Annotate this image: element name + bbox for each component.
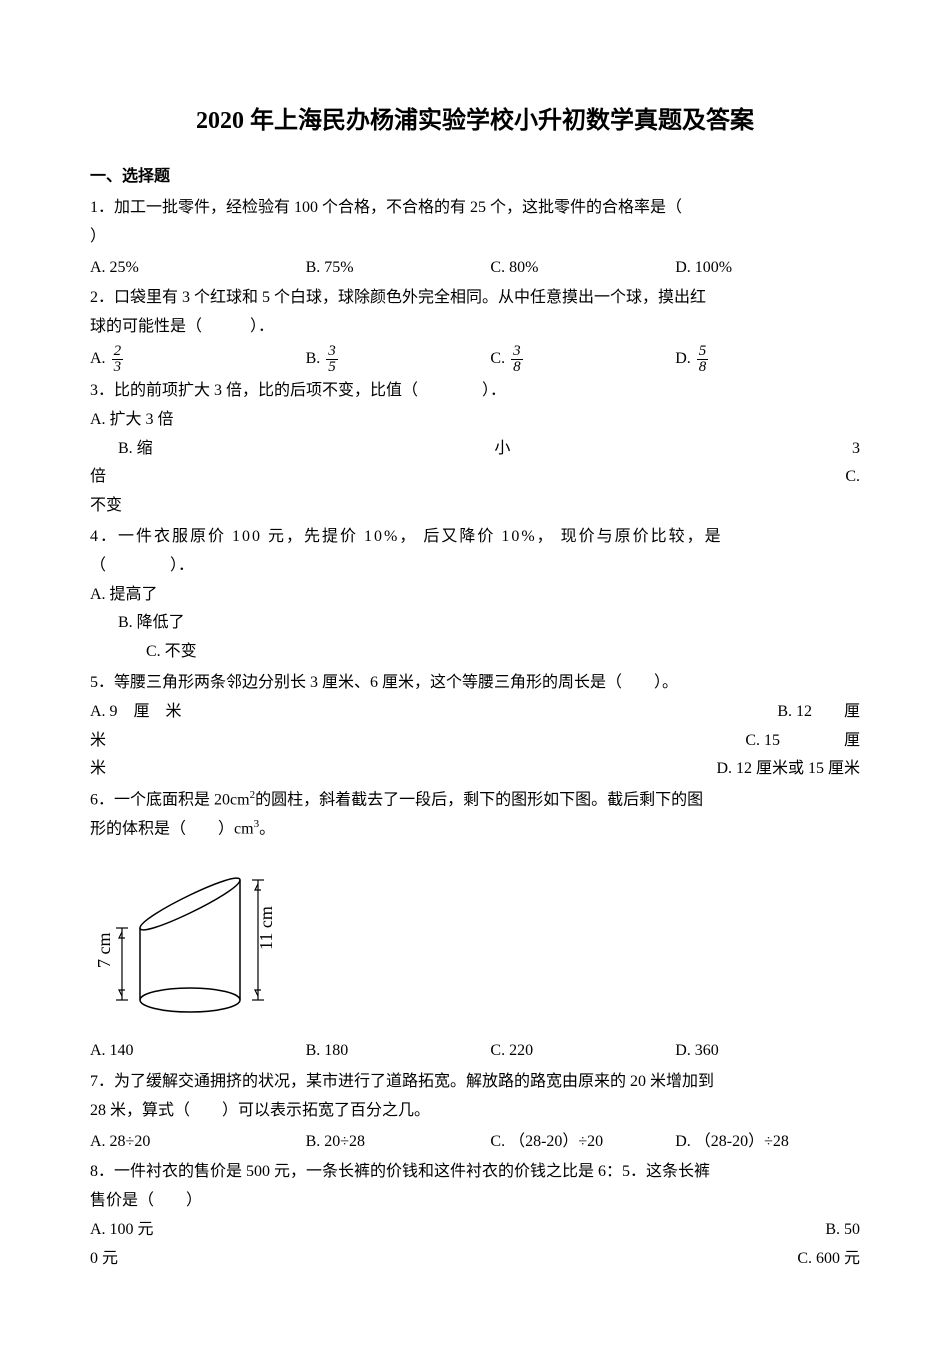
q4-opt-a: A. 提高了 [90, 581, 860, 610]
cylinder-svg: 7 cm 11 cm [90, 850, 290, 1020]
q5-d: D. 12 厘米或 15 厘米 [716, 755, 860, 784]
q3-bei: 倍 [90, 463, 106, 492]
q1-text: 1．加工一批零件，经检验有 100 个合格，不合格的有 25 个，这批零件的合格… [90, 199, 682, 216]
q7-opt-d: D. （28-20）÷28 [675, 1128, 860, 1157]
q8-b: B. 50 [825, 1216, 860, 1245]
q1: 1．加工一批零件，经检验有 100 个合格，不合格的有 25 个，这批零件的合格… [90, 194, 860, 223]
q3-text: 3．比的前项扩大 3 倍，比的后项不变，比值（ ）． [90, 377, 860, 406]
q3-b-left: B. 缩 [118, 435, 153, 464]
q7-opt-a: A. 28÷20 [90, 1128, 306, 1157]
q7-line1: 7．为了缓解交通拥挤的状况，某市进行了道路拓宽。解放路的路宽由原来的 20 米增… [90, 1068, 860, 1097]
q1-opt-d: D. 100% [675, 254, 860, 283]
q8-a: A. 100 元 [90, 1216, 154, 1245]
q2-opt-a: A. 2 3 [90, 344, 306, 375]
q7-opt-c: C. （28-20）÷20 [490, 1128, 675, 1157]
q1-opt-b: B. 75% [306, 254, 491, 283]
q2-opt-c: C. 3 8 [490, 344, 675, 375]
q2-opt-d: D. 5 8 [675, 344, 860, 375]
q6-text2-a: 形的体积是（ ）cm [90, 821, 254, 838]
q4-opt-c: C. 不变 [90, 638, 860, 667]
q1-opt-c: C. 80% [490, 254, 675, 283]
q7-opt-b: B. 20÷28 [306, 1128, 491, 1157]
q2-a-prefix: A. [90, 350, 106, 367]
q5-mi: 米 [90, 727, 106, 756]
q8-line1: 8．一件衬衣的售价是 500 元，一条长裤的价钱和这件衬衣的价钱之比是 6：5．… [90, 1158, 860, 1187]
q5-line-mi-c: 米 C. 15 厘 [90, 727, 860, 756]
q6-opt-d: D. 360 [675, 1037, 860, 1066]
q2-a-den: 3 [112, 360, 124, 375]
q3-opt-c-full: 不变 [90, 492, 860, 521]
q2-line1: 2．口袋里有 3 个红球和 5 个白球，球除颜色外完全相同。从中任意摸出一个球，… [90, 284, 860, 313]
q6-line1: 6．一个底面积是 20cm2的圆柱，斜着截去了一段后，剩下的图形如下图。截后剩下… [90, 786, 860, 815]
q7-line2: 28 米，算式（ ）可以表示拓宽了百分之几。 [90, 1097, 860, 1126]
q7-options: A. 28÷20 B. 20÷28 C. （28-20）÷20 D. （28-2… [90, 1128, 860, 1157]
q2-c-prefix: C. [490, 350, 505, 367]
q2-a-num: 2 [112, 344, 124, 359]
q2-opt-b: B. 3 5 [306, 344, 491, 375]
q3-b-right: 3 [852, 435, 860, 464]
q2-c-den: 8 [511, 360, 523, 375]
q5-b: B. 12 厘 [777, 698, 860, 727]
page-title: 2020 年上海民办杨浦实验学校小升初数学真题及答案 [90, 100, 860, 143]
q6-figure: 7 cm 11 cm [90, 850, 860, 1031]
q5-c: C. 15 厘 [745, 727, 860, 756]
q8-line-ab: A. 100 元 B. 50 [90, 1216, 860, 1245]
q2-options: A. 2 3 B. 3 5 C. 3 8 D. 5 8 [90, 344, 860, 375]
q6-options: A. 140 B. 180 C. 220 D. 360 [90, 1037, 860, 1066]
q2-d-prefix: D. [675, 350, 691, 367]
q8-0: 0 元 [90, 1245, 118, 1274]
q1-options: A. 25% B. 75% C. 80% D. 100% [90, 254, 860, 283]
section-1-heading: 一、选择题 [90, 163, 860, 192]
q2-b-den: 5 [326, 360, 338, 375]
q6-opt-b: B. 180 [306, 1037, 491, 1066]
q5-line-ab: A. 9 厘 米 B. 12 厘 [90, 698, 860, 727]
q2-c-num: 3 [511, 344, 523, 359]
q4-opt-b: B. 降低了 [90, 609, 860, 638]
q3-line-bei-c: 倍 C. [90, 463, 860, 492]
q8-line-0-c: 0 元 C. 600 元 [90, 1245, 860, 1274]
q2-b-prefix: B. [306, 350, 321, 367]
q6-line2: 形的体积是（ ）cm3。 [90, 815, 860, 844]
q8-c: C. 600 元 [797, 1245, 860, 1274]
q4-text: 4．一件衣服原价 100 元，先提价 10%， 后又降价 10%， 现价与原价比… [90, 523, 860, 552]
q3-b-mid: 小 [494, 435, 510, 464]
q8-line2: 售价是（ ） [90, 1187, 860, 1216]
q1-opt-a: A. 25% [90, 254, 306, 283]
q2-c-fraction: 3 8 [511, 344, 523, 375]
q2-b-num: 3 [326, 344, 338, 359]
q6-text2-b: 。 [259, 821, 275, 838]
q6-text-a: 6．一个底面积是 20cm [90, 791, 250, 808]
q2-d-num: 5 [697, 344, 709, 359]
q6-opt-c: C. 220 [490, 1037, 675, 1066]
q6-text-b: 的圆柱，斜着截去了一段后，剩下的图形如下图。截后剩下的图 [255, 791, 703, 808]
q5-line-mi-d: 米 D. 12 厘米或 15 厘米 [90, 755, 860, 784]
fig-left-label: 7 cm [94, 933, 114, 969]
q1-paren-close: ） [90, 223, 860, 252]
q3-opt-a: A. 扩大 3 倍 [90, 406, 860, 435]
q2-b-fraction: 3 5 [326, 344, 338, 375]
q5-text: 5．等腰三角形两条邻边分别长 3 厘米、6 厘米，这个等腰三角形的周长是（ ）。 [90, 669, 860, 698]
q4-paren: （ ）． [90, 552, 860, 581]
q2-a-fraction: 2 3 [112, 344, 124, 375]
q5-mi2: 米 [90, 755, 106, 784]
q3-opt-b-line: B. 缩 小 3 [90, 435, 860, 464]
q3-c-label: C. [845, 463, 860, 492]
q2-d-den: 8 [697, 360, 709, 375]
q2-line2: 球的可能性是（ ）． [90, 313, 860, 342]
fig-right-label: 11 cm [256, 907, 276, 951]
q6-opt-a: A. 140 [90, 1037, 306, 1066]
q2-d-fraction: 5 8 [697, 344, 709, 375]
q5-a: A. 9 厘 米 [90, 698, 182, 727]
